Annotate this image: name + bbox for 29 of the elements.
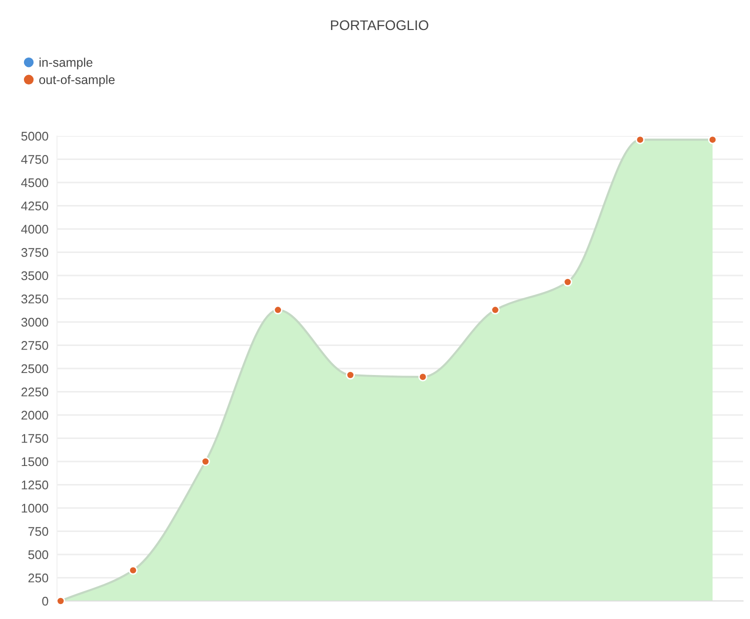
- chart-title: PORTAFOGLIO: [331, 20, 428, 30]
- y-tick-label: 2250: [21, 388, 48, 396]
- point: [563, 278, 572, 287]
- point: [636, 135, 645, 144]
- y-tick-label: 1750: [22, 434, 48, 443]
- y-tick-label: 500: [28, 550, 48, 560]
- y-tick-label: 4500: [21, 178, 48, 188]
- y-tick-label: 4000: [21, 224, 48, 234]
- y-tick-label: 3500: [21, 271, 48, 280]
- legend-label: in-sample: [40, 58, 92, 70]
- y-tick-label: 1500: [22, 457, 48, 466]
- point: [346, 370, 355, 380]
- point: [201, 457, 210, 466]
- y-tick-label: 0: [42, 596, 48, 606]
- y-tick-label: 2500: [21, 364, 48, 374]
- y-tick-label: 2000: [21, 410, 48, 420]
- y-tick-label: 3750: [21, 248, 48, 257]
- y-tick-label: 3250: [21, 294, 48, 304]
- y-tick-label: 3000: [21, 318, 48, 327]
- y-tick-label: 4750: [21, 155, 48, 164]
- y-tick-label: 5000: [21, 132, 48, 141]
- legend-label: out-of-sample: [39, 74, 115, 87]
- point: [56, 596, 66, 606]
- y-tick-label: 1000: [22, 504, 48, 513]
- y-tick-label: 250: [28, 574, 48, 582]
- y-tick-label: 2750: [21, 341, 48, 350]
- y-tick-label: 1250: [22, 480, 48, 490]
- y-tick-label: 4250: [21, 202, 48, 210]
- y-tick-label: 750: [28, 527, 48, 536]
